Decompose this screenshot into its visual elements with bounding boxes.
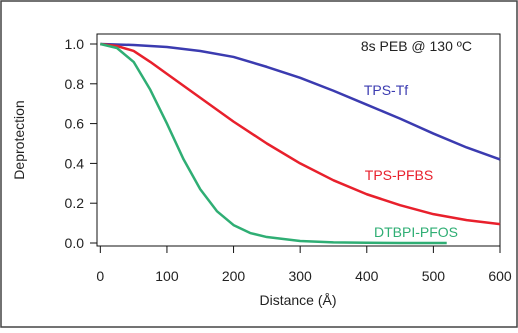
series-line-tps-pfbs bbox=[100, 42, 501, 226]
series-line-dtbpi-pfos bbox=[100, 42, 447, 245]
x-tick-label: 0 bbox=[96, 268, 104, 284]
x-tick-label: 600 bbox=[488, 268, 512, 284]
x-tick-label: 400 bbox=[355, 268, 379, 284]
y-axis-title: Deprotection bbox=[11, 100, 27, 179]
series-label-tps-pfbs: TPS-PFBS bbox=[365, 167, 433, 183]
plot-area-frame bbox=[96, 33, 501, 247]
x-tick-label: 500 bbox=[422, 268, 446, 284]
x-axis-title: Distance (Å) bbox=[259, 292, 336, 308]
series-labels: TPS-Tf TPS-PFBS DTBPI-PFOS bbox=[364, 82, 458, 240]
series-line-tps-tf bbox=[100, 42, 501, 161]
y-tick-label: 0.4 bbox=[65, 155, 85, 171]
x-tick-label: 200 bbox=[222, 268, 246, 284]
y-tick-label: 0.8 bbox=[65, 76, 85, 92]
y-tick-label: 0.0 bbox=[65, 235, 85, 251]
series-label-dtbpi-pfos: DTBPI-PFOS bbox=[374, 224, 458, 240]
y-tick-label: 0.2 bbox=[65, 195, 85, 211]
axes-ticks: 0 100 200 300 400 500 600 0.0 0.2 0.4 0.6 0.8 1.0 bbox=[65, 36, 512, 284]
x-tick-label: 300 bbox=[288, 268, 312, 284]
x-tick-label: 100 bbox=[155, 268, 179, 284]
annotation-label: 8s PEB @ 130 ºC bbox=[361, 38, 472, 54]
series-lines bbox=[100, 42, 501, 245]
y-tick-label: 1.0 bbox=[65, 36, 85, 52]
series-label-tps-tf: TPS-Tf bbox=[364, 82, 408, 98]
y-tick-label: 0.6 bbox=[65, 116, 85, 132]
